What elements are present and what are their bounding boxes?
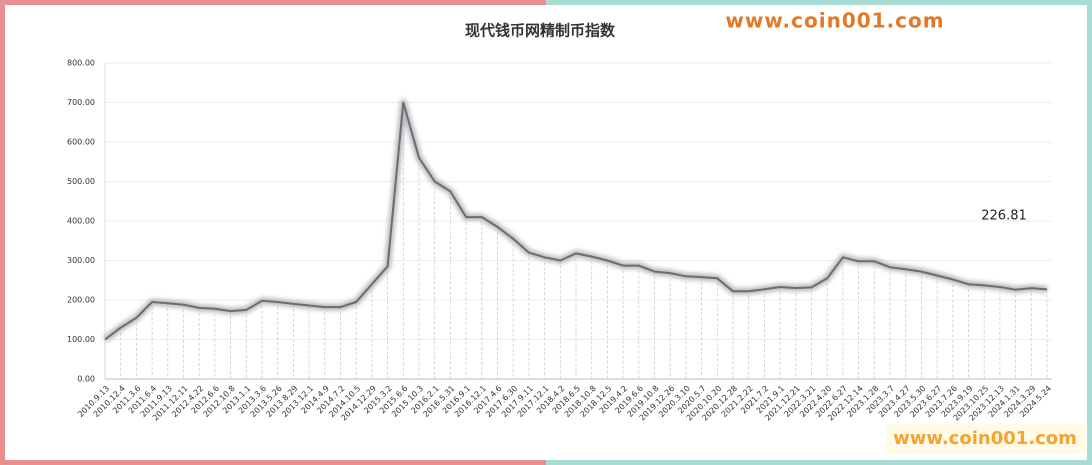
- y-tick-label: 300.00: [67, 256, 95, 265]
- y-tick-label: 800.00: [67, 59, 95, 68]
- frame: [5, 5, 1087, 460]
- y-tick-label: 0.00: [77, 375, 95, 384]
- annotation: 226.81: [981, 209, 1027, 224]
- watermark: www.coin001.com: [725, 9, 944, 33]
- y-tick-label: 500.00: [67, 177, 95, 186]
- y-tick-label: 700.00: [67, 98, 95, 107]
- watermark: www.coin001.com: [893, 428, 1077, 449]
- watermark-bg: [885, 424, 1085, 454]
- y-tick-label: 600.00: [67, 138, 95, 147]
- y-tick-label: 400.00: [67, 217, 95, 226]
- chart-title: 现代钱币网精制币指数: [465, 22, 616, 40]
- line: [104, 101, 1048, 341]
- y-tick-label: 100.00: [67, 335, 95, 344]
- y-tick-label: 200.00: [67, 296, 95, 305]
